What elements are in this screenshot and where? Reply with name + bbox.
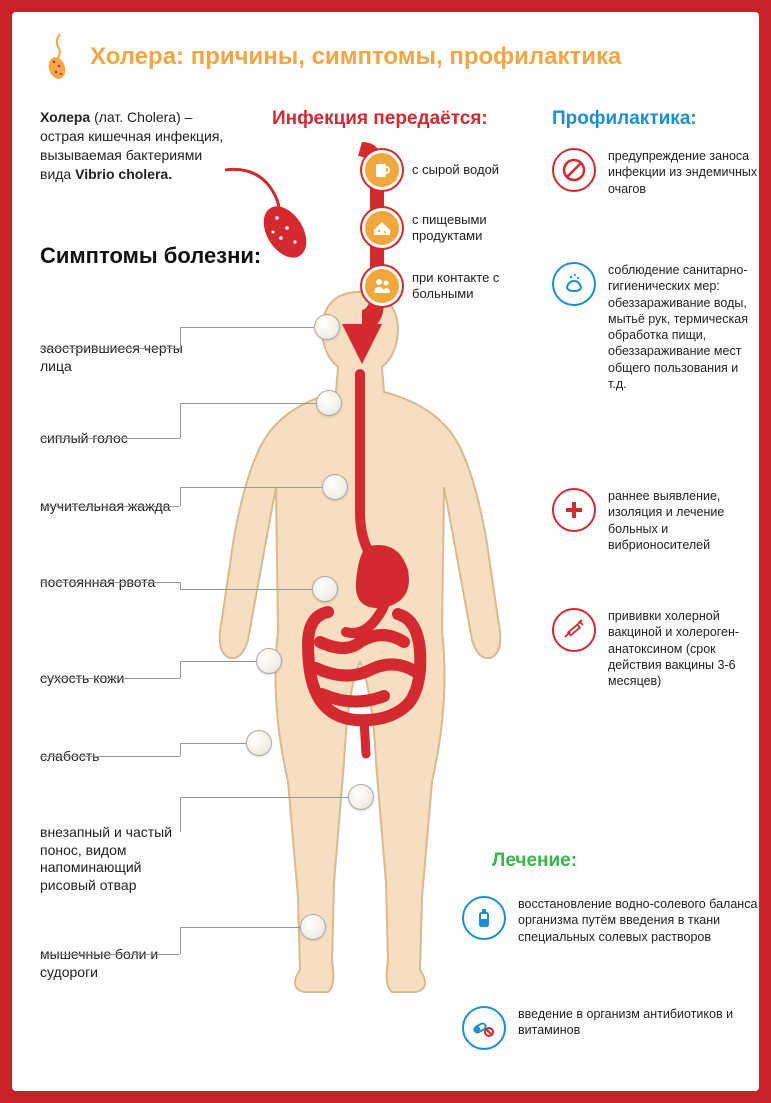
connector-line (40, 678, 180, 679)
connector-line (180, 797, 348, 798)
connector-line (180, 589, 312, 590)
med-icon (552, 488, 596, 532)
transmission-label: с пищевыми продуктами (412, 212, 507, 243)
header: Холера: причины, симптомы, профилактика (40, 32, 731, 82)
prevention-heading: Профилактика: (552, 108, 697, 130)
prevention-label: раннее выявление, изоляция и лечение бол… (608, 488, 759, 553)
intro-latin: (лат. Cholera) (94, 109, 181, 125)
body-marker (322, 474, 348, 500)
prevention-item: прививки холерной вакциной и холероген-а… (552, 608, 759, 689)
body-marker (314, 314, 340, 340)
bacteria-large-icon (217, 162, 332, 267)
prohibit-icon (552, 148, 596, 192)
treatment-label: восстановление водно-солевого баланса ор… (518, 896, 758, 945)
prevention-item: соблюдение санитарно-гигиенических мер: … (552, 262, 759, 392)
transmission-heading: Инфекция передаётся: (272, 108, 488, 130)
treatment-item: введение в организм антибиотиков и витам… (462, 1006, 758, 1050)
connector-line (180, 661, 256, 662)
connector-line (180, 327, 314, 328)
connector-line (180, 743, 181, 756)
prevention-label: прививки холерной вакциной и холероген-а… (608, 608, 759, 689)
symptom-label: заострившиеся черты лица (40, 340, 190, 375)
prevention-label: соблюдение санитарно-гигиенических мер: … (608, 262, 759, 392)
symptom-label: мышечные боли и судороги (40, 946, 190, 981)
treatment-heading: Лечение: (492, 850, 577, 872)
body-marker (348, 784, 374, 810)
intro-species: Vibrio cholera. (75, 166, 172, 182)
connector-line (180, 927, 181, 954)
syringe-icon (552, 608, 596, 652)
connector-line (180, 927, 300, 928)
connector-line (180, 582, 181, 589)
connector-line (180, 797, 181, 832)
transmission-item: при контакте с больными (362, 266, 507, 306)
prevention-item: раннее выявление, изоляция и лечение бол… (552, 488, 759, 553)
connector-line (180, 327, 181, 348)
body-marker (316, 390, 342, 416)
bacteria-icon (40, 32, 80, 82)
transmission-item: с сырой водой (362, 150, 499, 190)
body-marker (312, 576, 338, 602)
connector-line (180, 403, 181, 438)
transmission-item: с пищевыми продуктами (362, 208, 507, 248)
connector-line (180, 661, 181, 678)
wash-icon (552, 262, 596, 306)
connector-line (40, 348, 180, 349)
symptom-label: внезапный и частый понос, видом напомина… (40, 824, 190, 894)
page-title: Холера: причины, симптомы, профилактика (90, 43, 621, 71)
cup-icon (362, 150, 402, 190)
prevention-item: предупреждение заноса инфекции из эндеми… (552, 148, 759, 197)
connector-line (180, 403, 316, 404)
pills-icon (462, 1006, 506, 1050)
connector-line (40, 506, 180, 507)
intro-lead: Холера (40, 109, 90, 125)
connector-line (40, 954, 180, 955)
cheese-icon (362, 208, 402, 248)
connector-line (180, 743, 246, 744)
connector-line (40, 756, 180, 757)
transmission-label: при контакте с больными (412, 270, 507, 301)
people-icon (362, 266, 402, 306)
connector-line (40, 582, 180, 583)
connector-line (180, 487, 181, 506)
body-marker (246, 730, 272, 756)
treatment-item: восстановление водно-солевого баланса ор… (462, 896, 758, 945)
treatment-label: введение в организм антибиотиков и витам… (518, 1006, 758, 1039)
transmission-label: с сырой водой (412, 162, 499, 178)
connector-line (180, 487, 322, 488)
prevention-label: предупреждение заноса инфекции из эндеми… (608, 148, 759, 197)
body-marker (300, 914, 326, 940)
bottle-icon (462, 896, 506, 940)
body-marker (256, 648, 282, 674)
connector-line (40, 438, 180, 439)
